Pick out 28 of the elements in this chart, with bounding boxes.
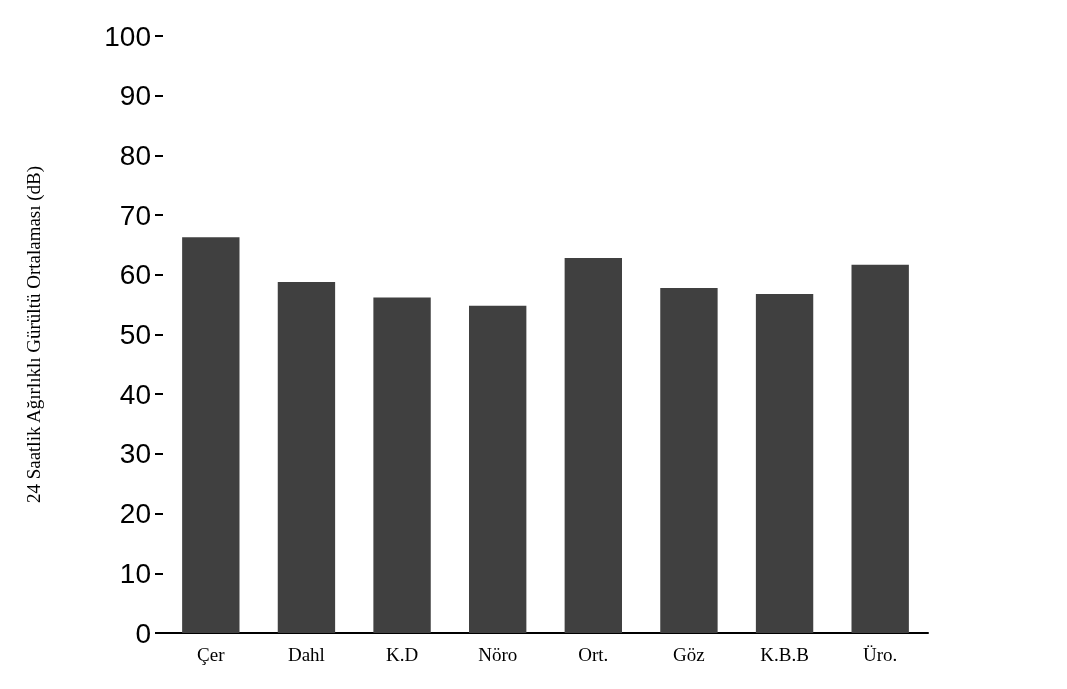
y-tick-label: 60 [119,259,151,291]
y-tick-label: 20 [119,498,151,530]
y-tick-label: 40 [119,378,151,410]
bar [564,258,622,633]
x-tick-label: Üro. [863,644,898,665]
bar [660,287,718,633]
x-tick-label: K.B.B [760,644,809,665]
x-tick-label: K.D [385,644,419,665]
y-tick-label: 70 [119,199,151,231]
bar [755,293,814,633]
x-tick-label: Çer [197,644,226,665]
x-tick-label: Ort. [578,644,609,665]
x-tick-label: Göz [673,644,705,665]
x-tick-label: Nöro [478,644,518,665]
y-tick-label: 80 [119,139,151,171]
y-tick-label: 0 [135,617,151,649]
y-tick-label: 30 [119,438,151,470]
y-tick-label: 50 [119,319,151,350]
y-tick-label: 90 [119,80,151,112]
y-tick-label: 100 [104,20,151,52]
bar [277,281,336,633]
x-tick-label: Dahl [287,644,325,665]
bar [469,305,527,633]
y-axis-title: 24 Saatlik Ağırlıklı Gürültü Ortalaması (dB) [23,165,45,504]
y-tick-label: 10 [119,557,151,589]
bar [851,264,909,633]
bar [373,297,431,633]
bar [182,237,240,633]
